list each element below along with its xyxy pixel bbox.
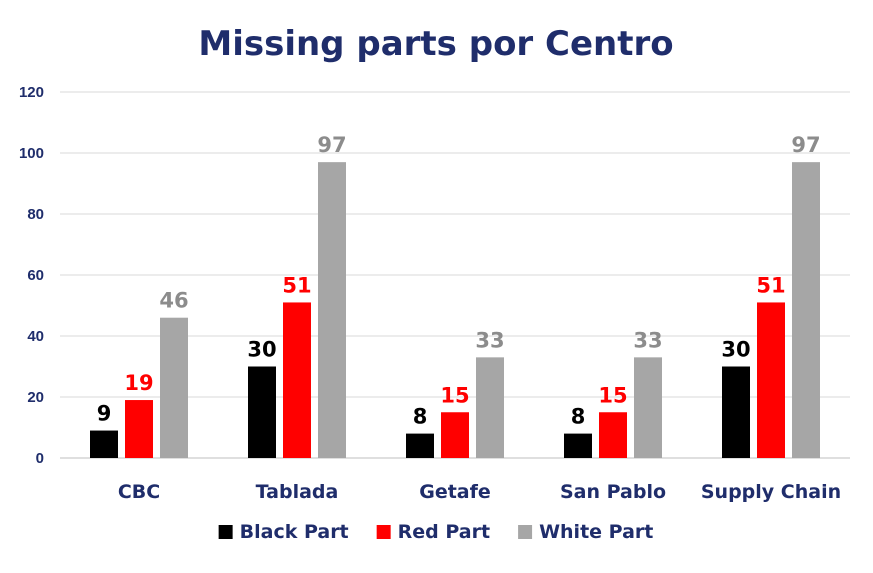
- x-tick-label-tablada: Tablada: [256, 481, 339, 503]
- y-tick-label-20: 20: [27, 389, 44, 406]
- gridlines: [60, 91, 850, 459]
- data-label-black-part-cbc: 9: [97, 402, 112, 426]
- data-label-black-part-getafe: 8: [413, 405, 428, 429]
- y-axis-ticks: 0 20 40 60 80 100 120: [19, 84, 44, 467]
- bar-red-part-supply-chain: [757, 302, 785, 458]
- legend-swatch-white-part: [518, 525, 533, 539]
- bar-black-part-getafe: [406, 433, 434, 458]
- data-label-black-part-san-pablo: 8: [571, 405, 586, 429]
- y-tick-label-0: 0: [36, 450, 44, 467]
- bar-black-part-supply-chain: [722, 366, 750, 458]
- bar-white-part-cbc: [160, 317, 188, 458]
- data-label-red-part-supply-chain: 51: [756, 273, 785, 297]
- legend-swatch-black-part: [218, 525, 233, 539]
- y-tick-label-60: 60: [27, 267, 44, 284]
- x-axis-ticks: CBC Tablada Getafe San Pablo Supply Chain: [118, 481, 841, 503]
- legend: Black Part Red Part White Part: [218, 521, 653, 543]
- data-label-white-part-supply-chain: 97: [791, 133, 820, 157]
- data-label-red-part-cbc: 19: [124, 371, 153, 395]
- bar-red-part-tablada: [283, 302, 311, 458]
- data-labels: 9 19 46 30 51 97 8 15 33 8 15 33 30 51 97: [97, 133, 821, 428]
- bar-black-part-san-pablo: [564, 433, 592, 458]
- data-label-red-part-san-pablo: 15: [598, 383, 627, 407]
- x-tick-label-san-pablo: San Pablo: [560, 481, 666, 503]
- data-label-white-part-san-pablo: 33: [633, 328, 662, 352]
- data-label-white-part-tablada: 97: [317, 133, 346, 157]
- bar-black-part-cbc: [90, 430, 118, 458]
- legend-label-white-part: White Part: [539, 521, 653, 543]
- y-tick-label-40: 40: [27, 328, 44, 345]
- data-label-white-part-getafe: 33: [475, 328, 504, 352]
- bar-red-part-getafe: [441, 412, 469, 458]
- legend-label-red-part: Red Part: [398, 521, 490, 543]
- x-tick-label-getafe: Getafe: [419, 481, 491, 503]
- y-tick-label-80: 80: [27, 206, 44, 223]
- y-tick-label-100: 100: [19, 145, 44, 162]
- bar-white-part-getafe: [476, 357, 504, 458]
- x-tick-label-cbc: CBC: [118, 481, 160, 503]
- y-tick-label-120: 120: [19, 84, 44, 101]
- x-tick-label-supply-chain: Supply Chain: [701, 481, 841, 503]
- bar-red-part-cbc: [125, 400, 153, 458]
- data-label-red-part-getafe: 15: [440, 383, 469, 407]
- data-label-red-part-tablada: 51: [282, 273, 311, 297]
- data-label-black-part-tablada: 30: [247, 338, 276, 362]
- chart-title: Missing parts por Centro: [198, 24, 673, 64]
- bar-white-part-supply-chain: [792, 162, 820, 458]
- legend-swatch-red-part: [376, 525, 391, 539]
- data-label-black-part-supply-chain: 30: [721, 338, 750, 362]
- bar-white-part-san-pablo: [634, 357, 662, 458]
- bar-red-part-san-pablo: [599, 412, 627, 458]
- bar-black-part-tablada: [248, 366, 276, 458]
- bars: [90, 162, 820, 458]
- legend-label-black-part: Black Part: [240, 521, 349, 543]
- data-label-white-part-cbc: 46: [159, 289, 188, 313]
- bar-white-part-tablada: [318, 162, 346, 458]
